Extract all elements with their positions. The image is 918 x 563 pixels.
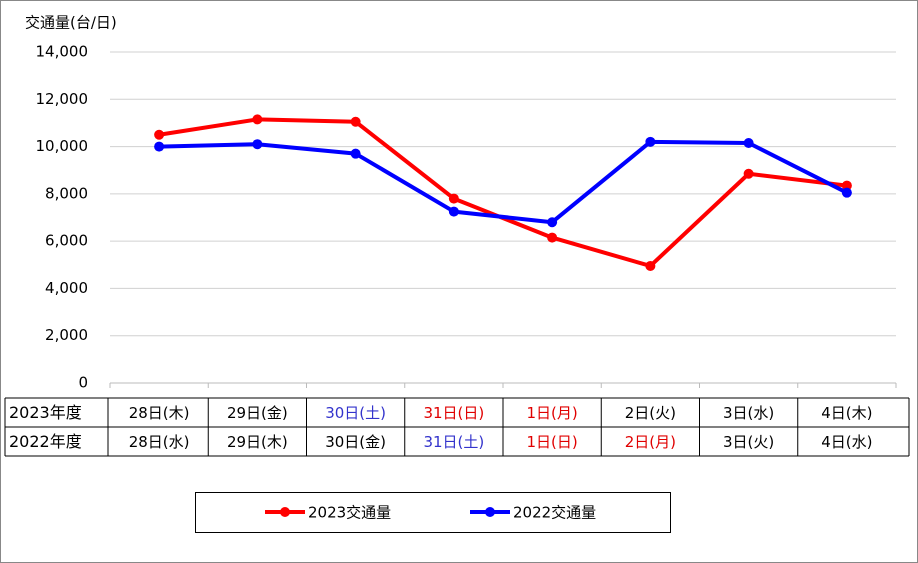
table-cell: 3日(火) — [723, 433, 774, 451]
marker — [350, 148, 361, 159]
table-cell: 3日(水) — [723, 404, 774, 422]
table-cell: 1日(月) — [527, 404, 578, 422]
marker — [350, 116, 361, 127]
y-axis-label: 交通量(台/日) — [25, 14, 117, 32]
table-cell: 1日(日) — [527, 433, 578, 451]
marker — [645, 260, 656, 271]
marker — [743, 138, 754, 149]
table-cell: 30日(土) — [325, 404, 386, 422]
series-line — [159, 139, 848, 225]
row-label: 2022年度 — [9, 432, 82, 451]
table-cell: 31日(日) — [423, 404, 484, 422]
y-tick-label: 14,000 — [36, 43, 89, 61]
y-tick-label: 0 — [78, 374, 88, 392]
marker — [448, 206, 459, 217]
marker — [252, 139, 263, 150]
table-cell: 28日(木) — [129, 404, 190, 422]
legend-marker — [280, 507, 290, 517]
table-cell: 2日(月) — [625, 433, 676, 451]
marker — [841, 187, 852, 198]
table-cell: 4日(水) — [821, 433, 872, 451]
table-cell: 29日(金) — [227, 404, 288, 422]
y-tick-label: 4,000 — [45, 279, 88, 297]
legend-label: 2022交通量 — [513, 504, 596, 522]
table-cell: 30日(金) — [325, 433, 386, 451]
legend-label: 2023交通量 — [308, 504, 391, 522]
marker — [547, 232, 558, 243]
y-tick-label: 8,000 — [45, 184, 88, 202]
marker — [645, 136, 656, 147]
y-tick-label: 10,000 — [36, 137, 89, 155]
y-tick-label: 6,000 — [45, 232, 88, 250]
marker — [743, 168, 754, 179]
table-cell: 2日(火) — [625, 404, 676, 422]
table-cell: 28日(水) — [129, 433, 190, 451]
table-cell: 4日(木) — [821, 404, 872, 422]
y-tick-label: 2,000 — [45, 326, 88, 344]
marker — [252, 114, 263, 125]
legend-marker — [485, 507, 495, 517]
table-cell: 31日(土) — [423, 433, 484, 451]
table-cell: 29日(木) — [227, 433, 288, 451]
marker — [154, 141, 165, 152]
y-tick-label: 12,000 — [36, 90, 89, 108]
marker — [448, 193, 459, 204]
row-label: 2023年度 — [9, 403, 82, 422]
marker — [547, 217, 558, 228]
marker — [841, 180, 852, 191]
marker — [154, 129, 165, 140]
